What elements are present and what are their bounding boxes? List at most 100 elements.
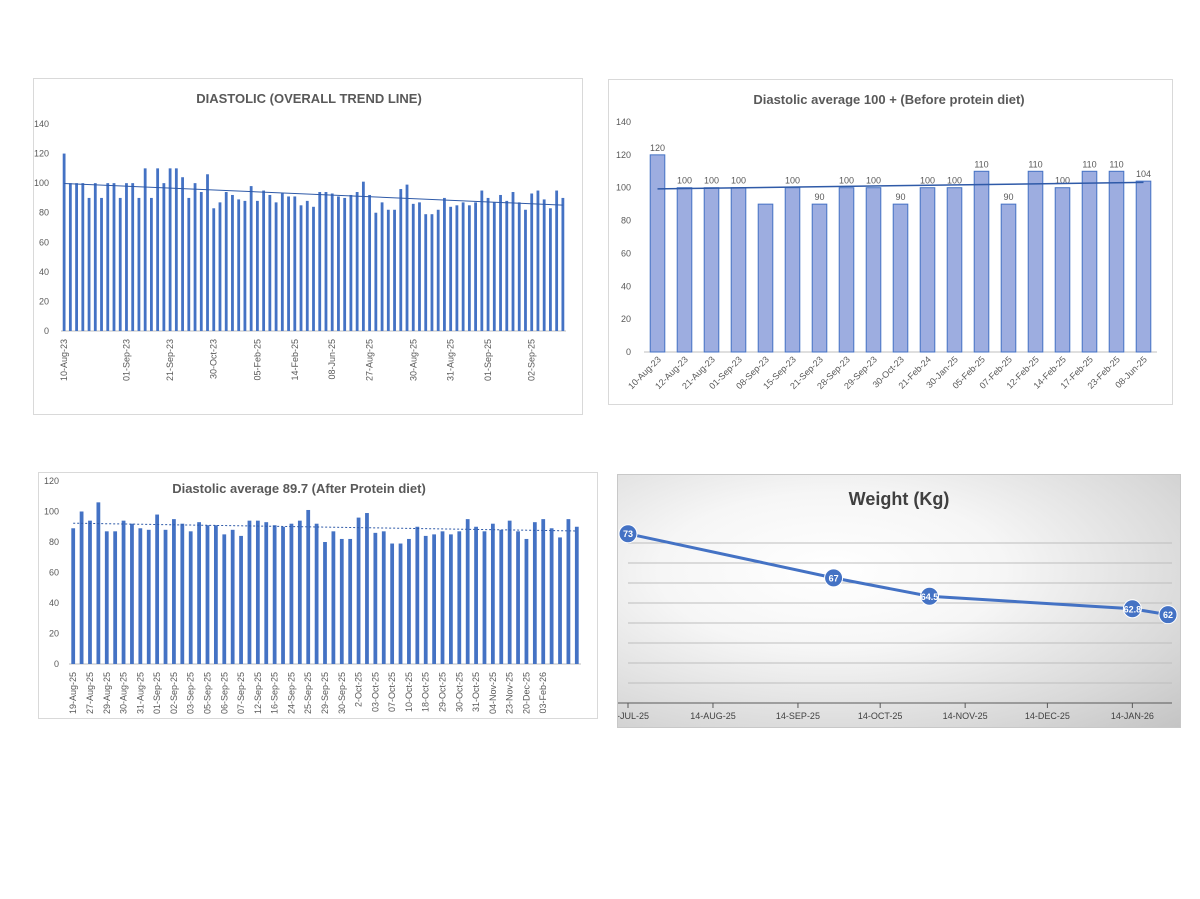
bar <box>243 200 247 331</box>
bar <box>75 183 78 331</box>
bar <box>299 205 303 331</box>
bar <box>507 520 512 664</box>
bar <box>892 203 909 353</box>
x-tick-label: 01-Sep-25 <box>483 339 493 381</box>
bar <box>1027 170 1044 353</box>
bar <box>172 519 176 664</box>
bar <box>919 187 936 353</box>
bar <box>467 205 471 331</box>
bar <box>247 520 252 664</box>
bar <box>71 528 76 664</box>
bar <box>499 194 502 331</box>
bar <box>418 202 421 331</box>
bar <box>381 531 386 664</box>
bar <box>524 538 529 664</box>
bar <box>130 523 134 664</box>
x-tick-label: 2-Oct-25 <box>354 672 364 707</box>
bar <box>280 193 284 331</box>
bar <box>100 197 103 331</box>
bar <box>838 187 855 353</box>
x-tick-label: 14-SEP-25 <box>776 711 820 721</box>
bar <box>390 543 395 664</box>
y-tick-label: 100 <box>44 507 59 517</box>
bar <box>264 522 269 664</box>
data-label: 100 <box>785 176 800 186</box>
bar <box>536 190 540 331</box>
bar <box>262 190 266 331</box>
x-tick-label: 31-Aug-25 <box>135 672 145 714</box>
data-label: 90 <box>895 192 905 202</box>
data-label: 90 <box>1003 192 1013 202</box>
bar <box>490 523 495 664</box>
y-tick-label: 80 <box>49 537 59 547</box>
bar <box>218 202 222 331</box>
x-tick-label: 19-Aug-25 <box>68 672 78 714</box>
x-tick-label: 10-Aug-23 <box>59 339 69 381</box>
data-label: 110 <box>1082 159 1096 169</box>
x-tick-label: 03-Oct-25 <box>370 672 380 712</box>
y-tick-label: 120 <box>616 150 631 160</box>
bar <box>486 197 490 331</box>
bar <box>197 522 201 664</box>
bar <box>339 538 344 664</box>
bar <box>348 538 353 664</box>
bar <box>430 214 434 331</box>
data-label: 100 <box>677 176 692 186</box>
x-tick-label: 14-AUG-25 <box>690 711 736 721</box>
bar <box>373 532 378 664</box>
bar <box>181 177 184 331</box>
bar <box>524 209 527 331</box>
x-tick-label: 31-Aug-25 <box>446 339 456 381</box>
bar <box>118 197 122 331</box>
bar <box>474 202 478 331</box>
y-tick-label: 20 <box>621 314 631 324</box>
x-tick-label: 08-Jun-25 <box>327 339 337 380</box>
x-tick-label: 30-Oct-23 <box>209 339 219 379</box>
x-tick-label: 29-Oct-25 <box>438 672 448 712</box>
bar <box>93 183 97 331</box>
x-tick-label: 14-NOV-25 <box>943 711 988 721</box>
bar <box>88 520 92 664</box>
y-tick-label: 40 <box>39 267 49 277</box>
data-point <box>1158 605 1178 625</box>
bar <box>492 202 496 331</box>
x-tick-label: 03-Feb-26 <box>538 672 548 714</box>
x-tick-label: 21-Sep-23 <box>165 339 175 381</box>
y-tick-label: 60 <box>49 568 59 578</box>
x-tick-label: 29-Sep-25 <box>320 672 330 714</box>
x-tick-label: 03-Sep-25 <box>186 672 196 714</box>
y-tick-label: 40 <box>621 281 631 291</box>
y-tick-label: 60 <box>39 237 49 247</box>
x-tick-label: 07-Oct-25 <box>387 672 397 712</box>
x-tick-label: 30-Aug-25 <box>119 672 129 714</box>
x-tick-label: 14-DEC-25 <box>1025 711 1070 721</box>
chart-panel-overall-trend: DIASTOLIC (OVERALL TREND LINE) 0 20 40 60 80 1… <box>33 78 583 415</box>
bar <box>676 187 693 353</box>
bar <box>212 208 216 331</box>
bar <box>1000 203 1017 353</box>
data-label: 67 <box>829 573 839 583</box>
bar <box>318 192 322 331</box>
bar <box>511 192 515 331</box>
y-tick-label: 120 <box>44 476 59 486</box>
bar <box>162 183 166 331</box>
bar <box>193 183 197 331</box>
bar <box>432 534 437 664</box>
bar <box>187 197 191 331</box>
bar <box>174 168 178 331</box>
bar <box>272 525 277 664</box>
bar <box>163 529 168 664</box>
bar <box>516 531 520 664</box>
x-tick-label: 02-Sep-25 <box>527 339 537 381</box>
bar <box>323 542 327 664</box>
y-tick-label: 100 <box>616 183 631 193</box>
bar <box>399 189 403 331</box>
bar <box>482 531 487 664</box>
x-tick-label: 30-Oct-25 <box>454 672 464 712</box>
x-tick-label: 01-Sep-25 <box>152 672 162 714</box>
bar <box>865 187 882 353</box>
bar <box>555 190 559 331</box>
bar <box>206 174 209 331</box>
x-tick-label: 04-Nov-25 <box>488 672 498 714</box>
data-label: 100 <box>947 176 962 186</box>
